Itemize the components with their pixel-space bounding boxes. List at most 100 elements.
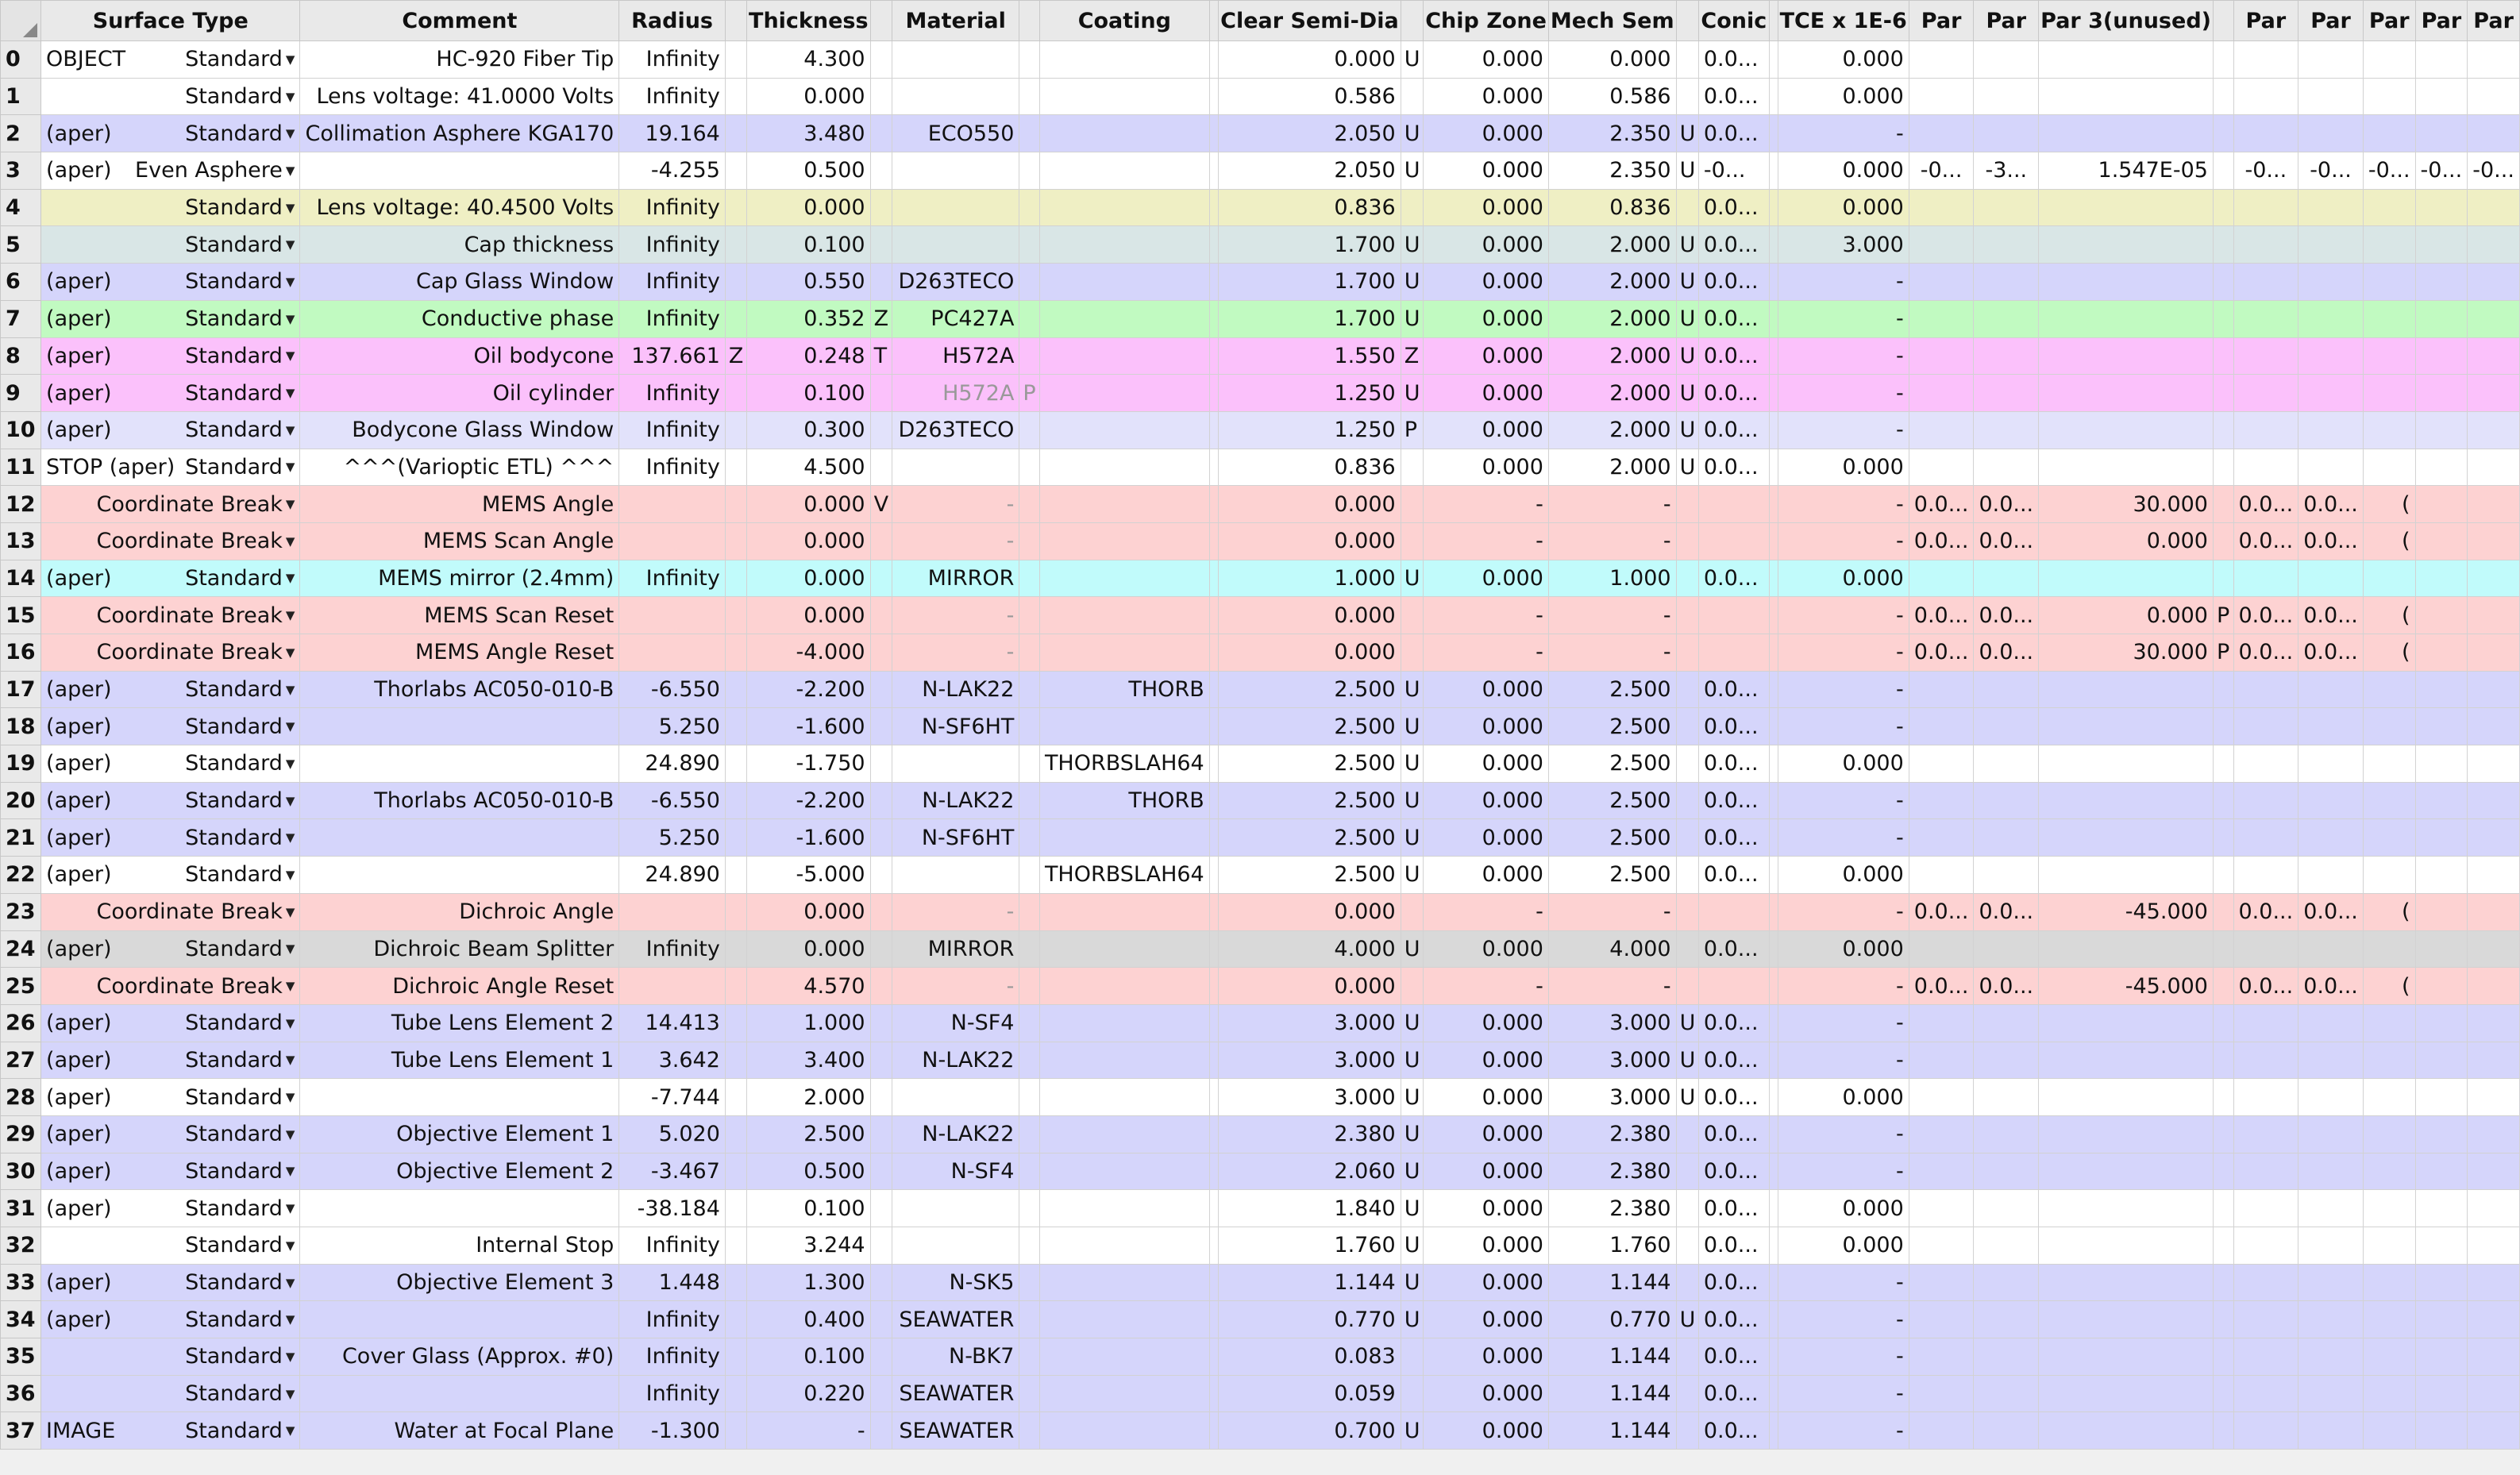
coating-solve-cell[interactable] (1208, 707, 1220, 746)
parameter-1-cell[interactable] (1908, 410, 1975, 449)
parameter-6-cell[interactable] (2362, 77, 2416, 116)
table-row[interactable]: 13 Coordinate Break ▼ MEMS Scan Angle 0.000-… (0, 522, 2520, 560)
parameter-4-cell[interactable]: -0... (2233, 152, 2299, 190)
radius-solve-cell[interactable] (724, 707, 748, 746)
parameter-3-cell[interactable] (2038, 188, 2214, 227)
parameter-6-cell[interactable]: ( (2362, 634, 2416, 672)
conic-solve-cell[interactable] (1768, 745, 1778, 783)
tce-cell[interactable]: - (1777, 337, 1909, 375)
parameter-4-cell[interactable] (2233, 337, 2299, 375)
tce-cell[interactable]: - (1777, 1152, 1909, 1191)
mech-semi-dia-solve-cell[interactable] (1675, 967, 1699, 1005)
parameter-1-cell[interactable] (1908, 1411, 1975, 1450)
parameter-5-cell[interactable] (2298, 410, 2364, 449)
parameter-5-cell[interactable] (2298, 930, 2364, 969)
material-cell[interactable]: N-LAK22 (891, 1041, 1020, 1080)
parameter-3-solve-cell[interactable] (2212, 522, 2234, 560)
parameter-8-cell[interactable] (2467, 263, 2520, 301)
parameter-4-cell[interactable]: 0.0... (2233, 522, 2299, 560)
parameter-3-solve-cell[interactable] (2212, 1003, 2234, 1042)
surface-type-cell[interactable]: (aper) Standard ▼ (40, 745, 301, 783)
mech-semi-dia-solve-cell[interactable] (1675, 930, 1699, 969)
parameter-3-cell[interactable] (2038, 1374, 2214, 1413)
conic-cell[interactable]: 0.0... (1697, 337, 1770, 375)
surface-type-cell[interactable]: (aper) Standard ▼ (40, 1115, 301, 1153)
table-row[interactable]: 29 (aper) Standard ▼ Objective Element 1 5.02… (0, 1115, 2520, 1153)
material-solve-cell[interactable] (1019, 448, 1040, 487)
conic-cell[interactable]: 0.0... (1697, 1003, 1770, 1042)
radius-cell[interactable] (618, 892, 726, 931)
radius-cell[interactable]: Infinity (618, 40, 726, 79)
mech-semi-dia-cell[interactable]: 2.000 (1547, 263, 1677, 301)
parameter-2-cell[interactable]: 0.0... (1973, 596, 2040, 634)
clear-semi-dia-cell[interactable]: 1.550 (1218, 337, 1401, 375)
parameter-2-cell[interactable] (1973, 448, 2040, 487)
parameter-7-cell[interactable] (2414, 299, 2468, 338)
parameter-3-cell[interactable] (2038, 930, 2214, 969)
conic-solve-cell[interactable] (1768, 522, 1778, 560)
tce-cell[interactable]: 0.000 (1777, 930, 1909, 969)
dropdown-arrow-icon[interactable]: ▼ (285, 163, 295, 178)
parameter-3-cell[interactable] (2038, 1338, 2214, 1376)
mech-semi-dia-cell[interactable]: 4.000 (1547, 930, 1677, 969)
clear-semi-dia-cell[interactable]: 1.700 (1218, 225, 1401, 264)
clear-semi-dia-solve-cell[interactable]: U (1400, 40, 1424, 79)
dropdown-arrow-icon[interactable]: ▼ (285, 979, 295, 994)
thickness-cell[interactable]: 0.300 (746, 410, 871, 449)
radius-cell[interactable]: 1.448 (618, 1263, 726, 1302)
thickness-solve-cell[interactable] (869, 188, 892, 227)
chip-zone-cell[interactable]: 0.000 (1423, 745, 1549, 783)
parameter-8-cell[interactable] (2467, 892, 2520, 931)
parameter-4-cell[interactable] (2233, 1263, 2299, 1302)
parameter-3-solve-cell[interactable] (2212, 1041, 2234, 1080)
parameter-6-cell[interactable] (2362, 1263, 2416, 1302)
clear-semi-dia-solve-cell[interactable]: U (1400, 263, 1424, 301)
parameter-8-cell[interactable] (2467, 930, 2520, 969)
tce-cell[interactable]: 0.000 (1777, 152, 1909, 190)
chip-zone-cell[interactable]: 0.000 (1423, 448, 1549, 487)
coating-solve-cell[interactable] (1208, 188, 1220, 227)
conic-cell[interactable]: 0.0... (1697, 225, 1770, 264)
chip-zone-cell[interactable]: 0.000 (1423, 410, 1549, 449)
radius-cell[interactable]: Infinity (618, 77, 726, 116)
surface-type-dropdown[interactable]: Standard ▼ (185, 381, 295, 406)
coating-solve-cell[interactable] (1208, 559, 1220, 598)
material-cell[interactable]: N-SF4 (891, 1003, 1020, 1042)
coating-cell[interactable] (1038, 40, 1210, 79)
radius-solve-cell[interactable] (724, 40, 748, 79)
tce-cell[interactable]: 0.000 (1777, 1189, 1909, 1227)
parameter-3-solve-cell[interactable] (2212, 1115, 2234, 1153)
clear-semi-dia-solve-cell[interactable]: U (1400, 745, 1424, 783)
parameter-8-cell[interactable] (2467, 596, 2520, 634)
surface-type-cell[interactable]: (aper) Standard ▼ (40, 410, 301, 449)
radius-cell[interactable]: Infinity (618, 1338, 726, 1376)
radius-cell[interactable]: 5.250 (618, 818, 726, 857)
parameter-6-cell[interactable] (2362, 1338, 2416, 1376)
conic-cell[interactable] (1697, 967, 1770, 1005)
clear-semi-dia-cell[interactable]: 2.500 (1218, 818, 1401, 857)
surface-type-cell[interactable]: (aper) Even Asphere ▼ (40, 152, 301, 190)
tce-cell[interactable]: - (1777, 1263, 1909, 1302)
conic-solve-cell[interactable] (1768, 1189, 1778, 1227)
thickness-cell[interactable]: -1.600 (746, 707, 871, 746)
coating-cell[interactable] (1038, 299, 1210, 338)
parameter-5-cell[interactable] (2298, 40, 2364, 79)
radius-solve-cell[interactable] (724, 114, 748, 153)
clear-semi-dia-solve-cell[interactable]: U (1400, 152, 1424, 190)
table-row[interactable]: 19 (aper) Standard ▼ 24.890 -1.750 THORBSLAH64… (0, 745, 2520, 783)
thickness-cell[interactable]: -2.200 (746, 670, 871, 709)
parameter-7-cell[interactable] (2414, 1078, 2468, 1116)
clear-semi-dia-cell[interactable]: 1.760 (1218, 1227, 1401, 1265)
surface-type-cell[interactable]: Standard ▼ (40, 188, 301, 227)
dropdown-arrow-icon[interactable]: ▼ (285, 867, 295, 882)
surface-type-cell[interactable]: (aper) Standard ▼ (40, 1078, 301, 1116)
parameter-3-solve-cell[interactable] (2212, 1300, 2234, 1339)
table-row[interactable]: 20 (aper) Standard ▼ Thorlabs AC050-010-B -6.… (0, 781, 2520, 820)
clear-semi-dia-solve-cell[interactable]: U (1400, 856, 1424, 894)
mech-semi-dia-cell[interactable]: - (1547, 967, 1677, 1005)
material-cell[interactable] (891, 856, 1020, 894)
clear-semi-dia-solve-cell[interactable]: U (1400, 1078, 1424, 1116)
material-solve-cell[interactable] (1019, 410, 1040, 449)
radius-cell[interactable] (618, 485, 726, 523)
chip-zone-cell[interactable]: 0.000 (1423, 930, 1549, 969)
